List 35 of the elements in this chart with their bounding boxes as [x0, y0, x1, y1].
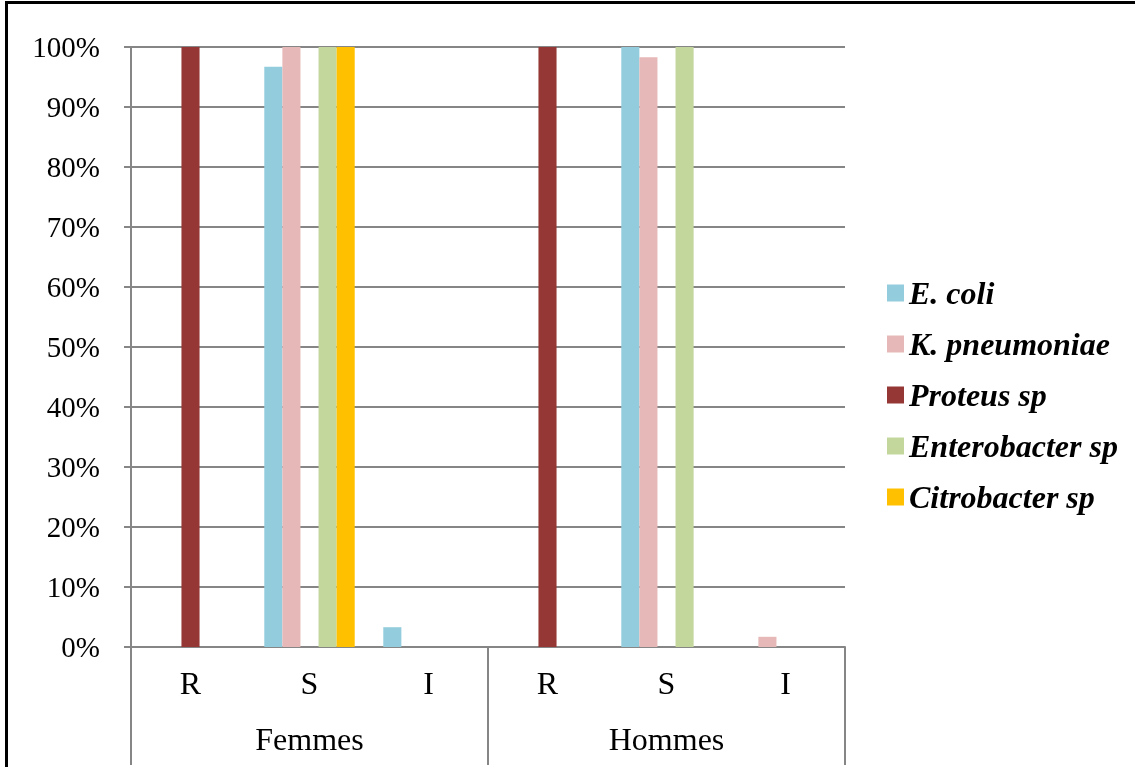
text: Femmes	[255, 721, 364, 757]
bar	[639, 57, 658, 647]
x-tick-label: I	[780, 665, 791, 701]
bar	[181, 47, 200, 647]
y-tick-label: 90%	[46, 91, 100, 123]
text: Hommes	[608, 721, 725, 757]
x-tick-label: R	[179, 665, 202, 701]
x-tick-label: R	[536, 665, 559, 701]
bar	[336, 47, 355, 647]
y-tick-label: 20%	[46, 511, 100, 543]
legend-label: K. pneumoniae	[908, 326, 1110, 362]
y-tick-label: 10%	[46, 571, 100, 603]
y-tick-label: 40%	[46, 391, 100, 423]
y-tick-label: 70%	[46, 211, 100, 243]
y-tick-label: 100%	[32, 31, 100, 63]
bar	[675, 47, 694, 647]
bar	[264, 66, 283, 647]
legend-label: Citrobacter sp	[909, 479, 1095, 515]
x-tick-label: I	[423, 665, 434, 701]
legend-label: Enterobacter sp	[908, 428, 1118, 464]
bar	[538, 47, 557, 647]
bar	[383, 627, 402, 647]
bar	[758, 636, 777, 647]
x-tick-label: S	[657, 665, 676, 701]
y-tick-label: 80%	[46, 151, 100, 183]
legend-label: E. coli	[908, 275, 995, 311]
y-tick-label: 60%	[46, 271, 100, 303]
bar	[621, 47, 640, 647]
y-tick-label: 0%	[61, 631, 100, 663]
y-tick-label: 30%	[46, 451, 100, 483]
x-tick-label: S	[300, 665, 319, 701]
y-tick-label: 50%	[46, 331, 100, 363]
legend-label: Proteus sp	[908, 377, 1047, 413]
bar	[318, 47, 337, 647]
bar	[282, 47, 301, 647]
